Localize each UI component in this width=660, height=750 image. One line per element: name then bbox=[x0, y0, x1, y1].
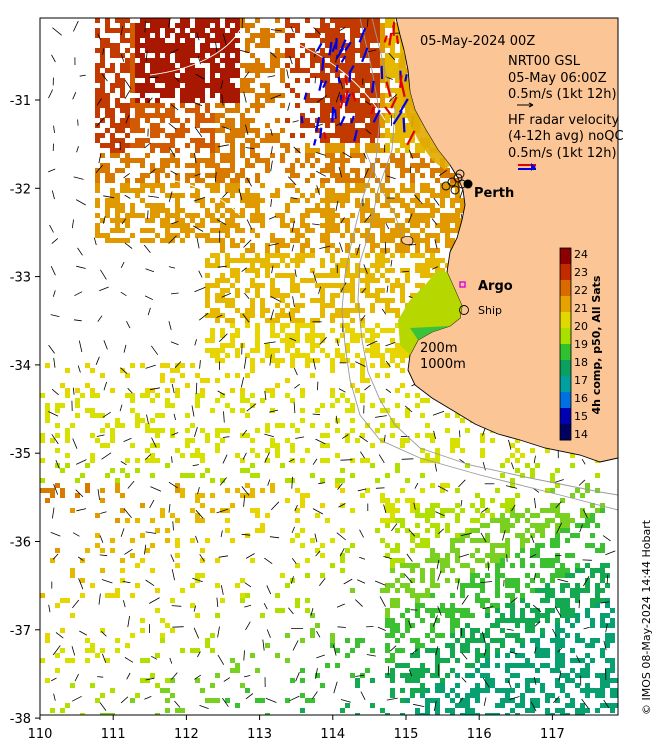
sst-isotherm-1 bbox=[149, 29, 241, 76]
contour-label-1000m: 1000m bbox=[420, 357, 466, 372]
colorbar-label: 4h comp, p50, All Sats bbox=[590, 275, 603, 414]
x-tick-label: 113 bbox=[247, 727, 272, 742]
colorbar-tick: 18 bbox=[574, 356, 588, 369]
credit-text: © IMOS 08-May-2024 14:44 Hobart bbox=[640, 519, 653, 715]
argo-label: Argo bbox=[478, 279, 513, 294]
sst-pixels bbox=[40, 18, 618, 715]
colorbar-segment bbox=[560, 376, 571, 393]
colorbar-segment bbox=[560, 264, 571, 281]
radar-legend-line3: 0.5m/s (1kt 12h) bbox=[508, 146, 617, 161]
colorbar-segment bbox=[560, 312, 571, 329]
colorbar-tick: 22 bbox=[574, 284, 588, 297]
colorbar-segment bbox=[560, 344, 571, 361]
x-tick-label: 114 bbox=[320, 727, 345, 742]
argo-marker bbox=[459, 281, 466, 288]
radar-legend-line2: (4-12h avg) noQC bbox=[508, 129, 624, 144]
colorbar: 24 23 22 21 20 19 18 17 16 15 14 bbox=[559, 247, 588, 441]
rottnest-island bbox=[401, 236, 414, 245]
colorbar-tick: 17 bbox=[574, 374, 588, 387]
colorbar-tick: 23 bbox=[574, 266, 588, 279]
contour-label-200m: 200m bbox=[420, 341, 457, 356]
x-tick-label: 116 bbox=[467, 727, 492, 742]
colorbar-segment bbox=[560, 296, 571, 313]
y-tick-label: -37 bbox=[10, 624, 31, 639]
radar-legend-line1: HF radar velocity bbox=[508, 113, 620, 128]
x-axis: 110 111 112 113 114 115 116 117 bbox=[28, 715, 565, 742]
y-tick-label: -33 bbox=[10, 271, 31, 286]
colorbar-tick: 15 bbox=[574, 410, 588, 423]
wind-legend-line1: NRT00 GSL bbox=[508, 54, 581, 69]
map-frame bbox=[39, 17, 619, 716]
y-tick-label: -38 bbox=[10, 712, 31, 727]
colorbar-segment bbox=[560, 280, 571, 297]
perth-marker bbox=[463, 179, 473, 189]
ship-marker bbox=[459, 305, 469, 315]
coastal-sst-green bbox=[410, 326, 450, 340]
colorbar-tick: 19 bbox=[574, 338, 588, 351]
colorbar-tick: 16 bbox=[574, 392, 588, 405]
wind-legend-arrow bbox=[517, 102, 534, 108]
contour-rottnest bbox=[364, 149, 403, 236]
y-tick-label: -35 bbox=[10, 447, 31, 462]
radar-legend-arrows bbox=[518, 163, 536, 171]
colorbar-segment bbox=[560, 424, 571, 441]
current-arrows bbox=[48, 18, 616, 712]
map-title: 05-May-2024 00Z bbox=[420, 34, 535, 49]
colorbar-segment bbox=[560, 392, 571, 409]
x-tick-label: 112 bbox=[174, 727, 199, 742]
y-axis: -31 -32 -33 -34 -35 -36 -37 -38 bbox=[10, 94, 40, 727]
colorbar-tick: 21 bbox=[574, 302, 588, 315]
y-tick-label: -31 bbox=[10, 94, 31, 109]
colorbar-tick: 14 bbox=[574, 428, 588, 441]
x-tick-label: 111 bbox=[101, 727, 126, 742]
colorbar-tick: 24 bbox=[574, 248, 588, 261]
ship-label: Ship bbox=[478, 304, 502, 317]
hf-radar-vectors bbox=[300, 21, 416, 146]
perth-label: Perth bbox=[474, 186, 514, 201]
contour-1000m bbox=[341, 18, 618, 511]
colorbar-segment bbox=[560, 360, 571, 377]
x-tick-label: 110 bbox=[28, 727, 53, 742]
y-tick-label: -36 bbox=[10, 536, 31, 551]
colorbar-segment bbox=[560, 408, 571, 425]
x-tick-label: 117 bbox=[540, 727, 565, 742]
coastal-sst-band bbox=[398, 50, 450, 170]
sst-isotherm-2 bbox=[169, 179, 241, 216]
wind-legend-line2: 05-May 06:00Z bbox=[508, 71, 607, 86]
x-tick-label: 115 bbox=[394, 727, 419, 742]
wind-legend-line3: 0.5m/s (1kt 12h) bbox=[508, 87, 617, 102]
colorbar-tick: 20 bbox=[574, 320, 588, 333]
sst-isotherm-3 bbox=[299, 44, 386, 121]
y-tick-label: -32 bbox=[10, 182, 31, 197]
colorbar-segment bbox=[560, 248, 571, 265]
contour-200m bbox=[357, 18, 618, 496]
colorbar-segment bbox=[560, 328, 571, 345]
y-tick-label: -34 bbox=[10, 359, 31, 374]
